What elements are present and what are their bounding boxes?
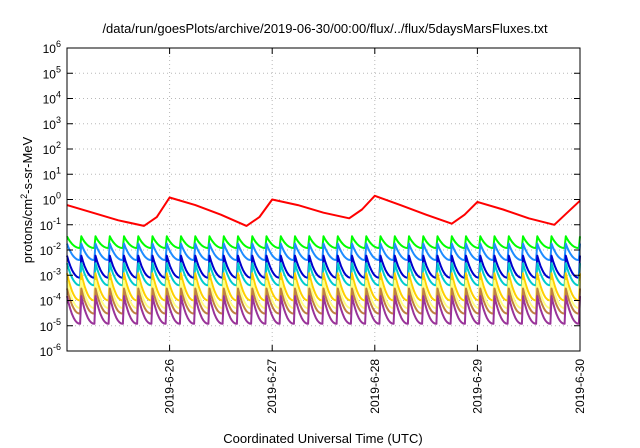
series-group (66, 194, 581, 325)
series-line-7 (66, 279, 581, 310)
x-axis: 2019-6-26 2019-6-27 2019-6-28 2019-6-29 2019… (163, 48, 587, 414)
y-tick-label: 105 (43, 64, 61, 81)
y-tick-label: 103 (43, 115, 61, 132)
series-line-5 (66, 262, 581, 287)
x-tick-label: 2019-6-30 (573, 359, 587, 414)
y-axis-label: protons/cm2-s-sr-MeV (19, 136, 35, 263)
series-line-8 (66, 287, 581, 315)
series-line-9 (66, 295, 581, 325)
x-tick-label: 2019-6-27 (265, 359, 279, 414)
series-line-6 (66, 272, 581, 302)
x-tick-label: 2019-6-26 (163, 359, 177, 414)
x-axis-label: Coordinated Universal Time (UTC) (223, 431, 422, 446)
y-tick-label: 10-4 (40, 292, 61, 309)
y-tick-label: 104 (43, 90, 61, 107)
y-tick-label: 10-3 (40, 266, 61, 283)
y-axis-label-rest: -s-sr-MeV (20, 136, 35, 193)
y-axis-label-sup: 2 (19, 194, 29, 199)
chart-title: /data/run/goesPlots/archive/2019-06-30/0… (102, 21, 548, 36)
y-tick-label: 10-5 (40, 317, 61, 334)
y-tick-label: 10-2 (40, 241, 61, 258)
series-line-2 (66, 235, 581, 249)
series-line-1 (66, 194, 581, 227)
y-tick-label: 10-1 (40, 216, 61, 233)
series-line-4 (66, 254, 581, 279)
y-tick-label: 100 (43, 191, 61, 208)
y-axis: 10-6 10-5 10-4 10-3 10-2 10-1 100 101 102 103 104 1… (40, 39, 580, 359)
x-tick-label: 2019-6-29 (470, 359, 484, 414)
x-tick-label: 2019-6-28 (368, 359, 382, 414)
series-line-3 (66, 242, 581, 261)
y-axis-label-main: protons/cm (20, 199, 35, 263)
y-tick-label: 106 (43, 39, 61, 56)
y-tick-label: 10-6 (40, 342, 61, 359)
y-tick-label: 101 (43, 165, 61, 182)
y-tick-label: 102 (43, 140, 61, 157)
